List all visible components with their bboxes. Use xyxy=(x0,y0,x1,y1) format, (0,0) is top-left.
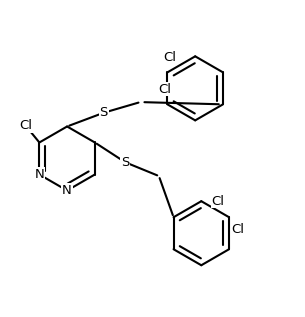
Text: S: S xyxy=(99,106,108,119)
Text: Cl: Cl xyxy=(232,223,245,236)
Text: Cl: Cl xyxy=(212,195,224,208)
Text: Cl: Cl xyxy=(19,119,32,132)
Text: S: S xyxy=(121,156,130,169)
Text: Cl: Cl xyxy=(163,51,176,64)
Text: N: N xyxy=(62,184,72,197)
Text: Cl: Cl xyxy=(159,83,171,96)
Text: N: N xyxy=(34,168,44,181)
